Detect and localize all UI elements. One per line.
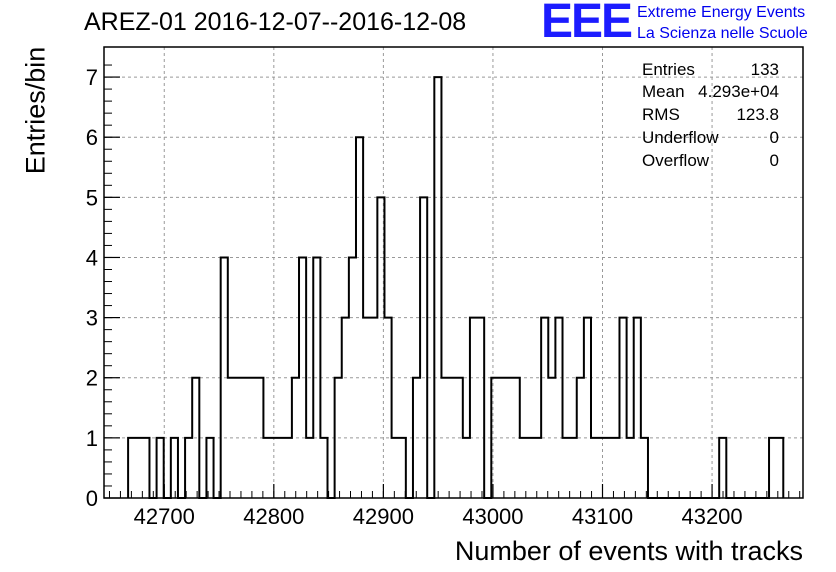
logo-line-1: Extreme Energy Events (637, 4, 806, 21)
eee-logo: EEE (541, 0, 633, 48)
stat-entries-label: Entries (642, 60, 695, 79)
x-tick-label: 42800 (243, 504, 304, 529)
x-tick-label: 42700 (134, 504, 195, 529)
y-tick-label: 2 (86, 366, 98, 391)
y-tick-label: 6 (86, 125, 98, 150)
stat-rms-label: RMS (642, 105, 680, 124)
grid (104, 47, 803, 498)
histogram-outline (127, 76, 785, 499)
y-tick-label: 3 (86, 306, 98, 331)
y-axis-label: Entries/bin (20, 46, 51, 175)
x-tick-label: 42900 (353, 504, 414, 529)
stat-mean-value: 4.293e+04 (698, 82, 779, 101)
x-axis-label: Number of events with tracks (454, 536, 803, 566)
stat-mean-label: Mean (642, 82, 685, 101)
stat-underflow-label: Underflow (642, 128, 719, 147)
x-tick-label: 43000 (462, 504, 523, 529)
plot-frame (103, 46, 804, 499)
axis-ticks (104, 64, 801, 499)
chart-title: AREZ-01 2016-12-07--2016-12-08 (84, 8, 467, 36)
x-tick-label: 43100 (572, 504, 633, 529)
tick-labels: 0 1 2 3 4 5 6 7 42700 42800 42900 43000 43100 43200 (86, 65, 743, 529)
stat-overflow-value: 0 (769, 151, 779, 170)
y-tick-label: 1 (86, 426, 98, 451)
stat-underflow-value: 0 (769, 128, 779, 147)
x-tick-label: 43200 (681, 504, 742, 529)
logo-line-2: La Scienza nelle Scuole (637, 25, 808, 42)
y-tick-label: 0 (86, 486, 98, 511)
y-tick-label: 4 (86, 245, 98, 270)
stat-rms-value: 123.8 (736, 105, 779, 124)
stat-entries-value: 133 (750, 60, 779, 79)
y-tick-label: 5 (86, 185, 98, 210)
stat-overflow-label: Overflow (642, 151, 710, 170)
y-tick-label: 7 (86, 65, 98, 90)
